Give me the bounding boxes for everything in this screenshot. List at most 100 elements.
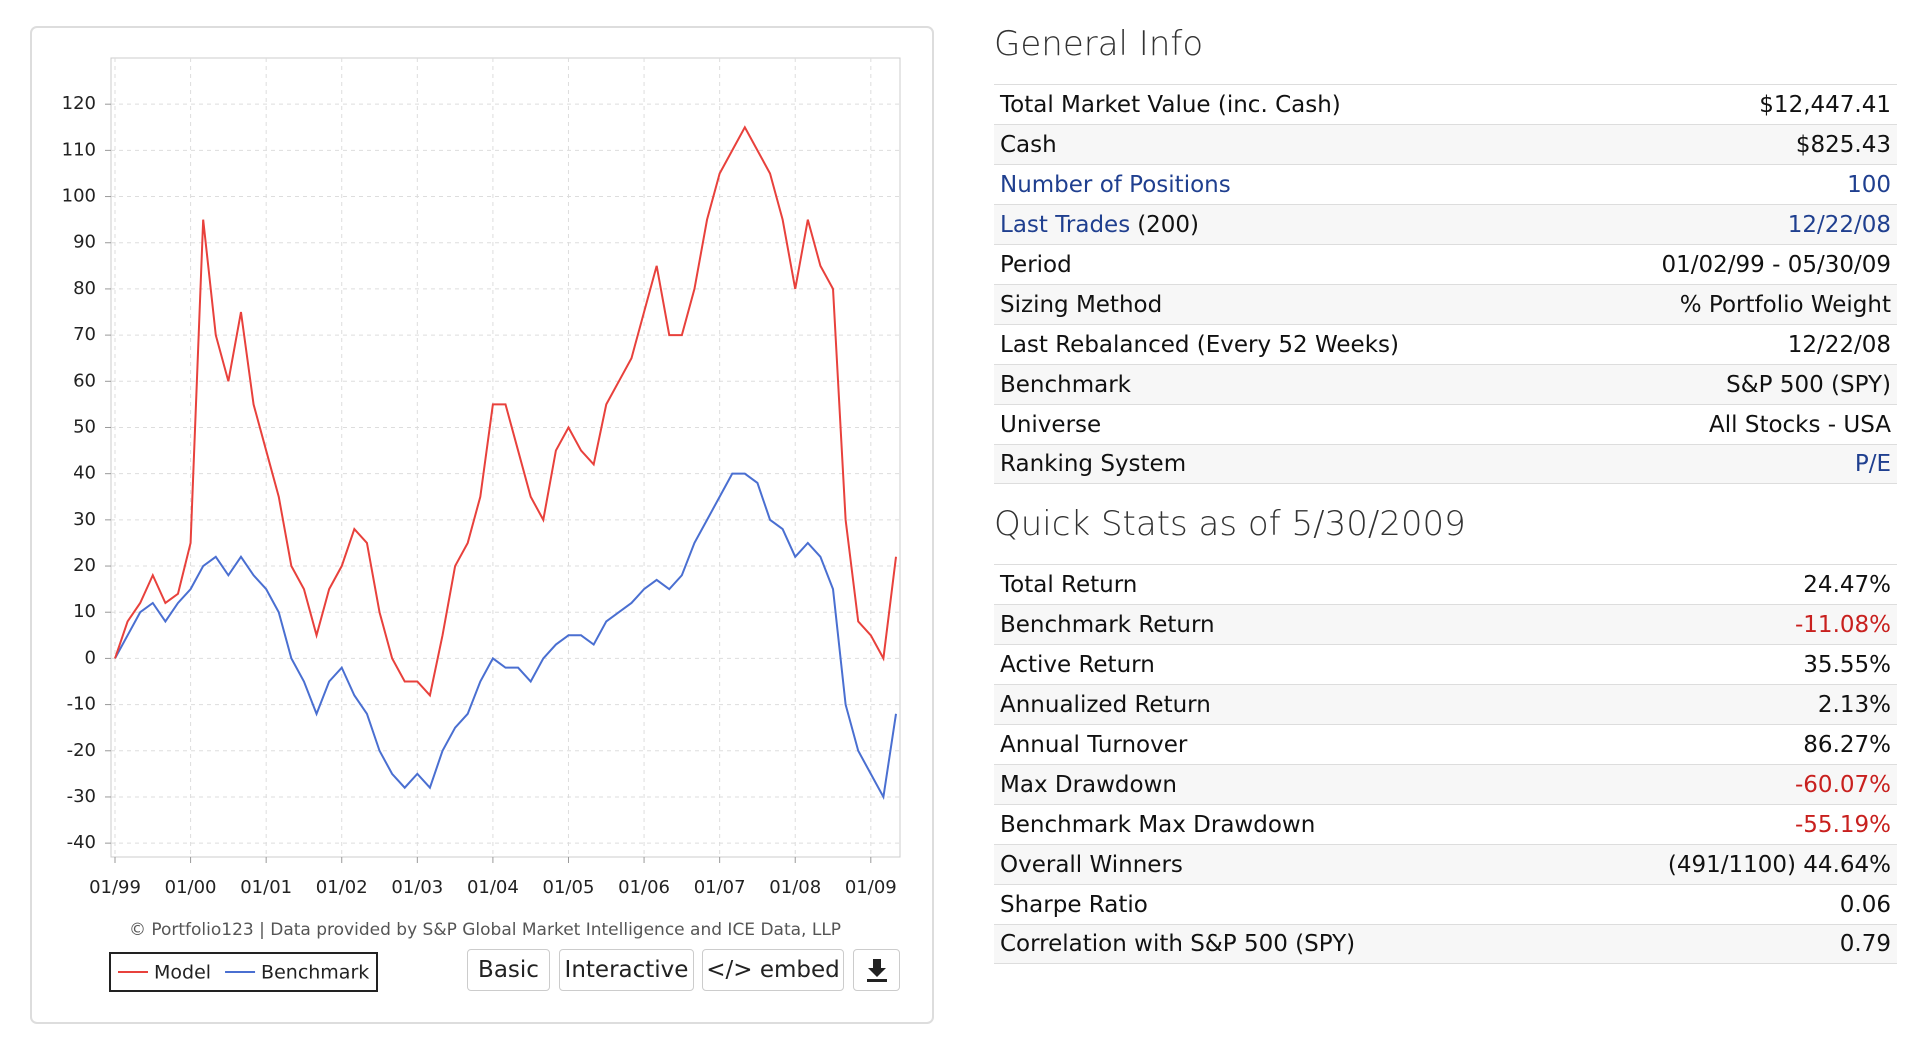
chart-footer: © Portfolio123 | Data provided by S&P Gl…: [129, 920, 841, 940]
row-value[interactable]: 100: [1847, 171, 1891, 198]
y-tick-label: 30: [73, 509, 96, 530]
row-label: Sharpe Ratio: [1000, 891, 1148, 918]
row-value: -11.08%: [1795, 611, 1891, 638]
table-row: Overall Winners (491/1100) 44.64%: [994, 844, 1897, 884]
row-value: 35.55%: [1803, 651, 1891, 678]
row-label-group: Benchmark: [1000, 372, 1131, 398]
row-label-group: Benchmark Max Drawdown: [1000, 812, 1315, 838]
y-tick-label: -40: [67, 832, 96, 853]
y-tick-label: 60: [73, 370, 96, 391]
x-tick-label: 01/03: [391, 877, 443, 898]
row-label-group: Total Market Value (inc. Cash): [1000, 92, 1341, 118]
row-value[interactable]: P/E: [1854, 451, 1891, 477]
row-label[interactable]: Last Trades: [1000, 211, 1131, 238]
row-value: 2.13%: [1817, 691, 1891, 718]
table-row: Annualized Return 2.13%: [994, 684, 1897, 724]
row-value[interactable]: 12/22/08: [1787, 211, 1891, 238]
table-row: Last Trades (200) 12/22/08: [994, 204, 1897, 244]
row-label: Cash: [1000, 131, 1057, 158]
legend-label: Model: [154, 962, 211, 984]
row-value: (491/1100) 44.64%: [1667, 851, 1891, 878]
table-row: Cash $825.43: [994, 124, 1897, 164]
row-label: Annualized Return: [1000, 691, 1211, 718]
row-label: Period: [1000, 251, 1072, 278]
x-tick-label: 01/04: [467, 877, 519, 898]
section-title: General Info: [994, 24, 1204, 64]
table-row: Annual Turnover 86.27%: [994, 724, 1897, 764]
row-label: Ranking System: [1000, 451, 1187, 477]
y-tick-label: 40: [73, 463, 96, 484]
y-tick-label: 80: [73, 278, 96, 299]
row-value: 24.47%: [1803, 571, 1891, 598]
row-label-group: Overall Winners: [1000, 852, 1183, 878]
row-label: Overall Winners: [1000, 851, 1183, 878]
row-label-group: Sharpe Ratio: [1000, 892, 1148, 918]
row-label-group: Total Return: [1000, 572, 1137, 598]
row-label-group: Sizing Method: [1000, 292, 1162, 318]
y-tick-label: 70: [73, 324, 96, 345]
x-tick-label: 01/02: [316, 877, 368, 898]
row-label-group: Max Drawdown: [1000, 772, 1177, 798]
table-row: Benchmark S&P 500 (SPY): [994, 364, 1897, 404]
row-value: S&P 500 (SPY): [1726, 371, 1891, 398]
row-value: $825.43: [1795, 131, 1891, 158]
x-tick-label: 01/06: [618, 877, 670, 898]
button[interactable]: Basic: [467, 949, 550, 991]
line: [114, 472, 897, 801]
row-value: $12,447.41: [1759, 91, 1891, 118]
row-label: Benchmark Max Drawdown: [1000, 811, 1316, 838]
x-tick-label: 01/08: [769, 877, 821, 898]
x-tick-label: 01/09: [845, 877, 897, 898]
row-label-group: Period: [1000, 252, 1072, 278]
row-label-group: Ranking System: [1000, 451, 1186, 477]
row-label-group: Universe: [1000, 412, 1101, 438]
download-button[interactable]: [853, 949, 900, 991]
table-row: Universe All Stocks - USA: [994, 404, 1897, 444]
chart-panel: © Portfolio123 | Data provided by S&P Gl…: [30, 26, 934, 1024]
row-label: Annual Turnover: [1000, 731, 1188, 758]
row-label-group: Number of Positions: [1000, 172, 1231, 198]
row-label-group: Benchmark Return: [1000, 612, 1215, 638]
table-row: Number of Positions 100: [994, 164, 1897, 204]
row-value: -55.19%: [1795, 811, 1891, 838]
row-label-group: Annual Turnover: [1000, 732, 1187, 758]
y-tick-label: 110: [62, 139, 96, 160]
x-tick-label: 01/00: [165, 877, 217, 898]
row-value: 12/22/08: [1787, 331, 1891, 358]
row-value: -60.07%: [1795, 771, 1891, 798]
table-row: Max Drawdown -60.07%: [994, 764, 1897, 804]
y-tick-label: 120: [62, 93, 96, 114]
table-row: Sizing Method % Portfolio Weight: [994, 284, 1897, 324]
button[interactable]: </> embed: [702, 949, 844, 991]
row-value: 0.06: [1839, 891, 1891, 918]
table-row: Total Market Value (inc. Cash) $12,447.41: [994, 84, 1897, 124]
legend-items: Model Benchmark: [118, 962, 369, 984]
row-label: Total Return: [1000, 571, 1138, 598]
y-tick-label: 0: [85, 647, 96, 668]
row-label: Total Market Value (inc. Cash): [1000, 91, 1341, 118]
y-tick-label: 50: [73, 416, 96, 437]
plot-area: [110, 57, 901, 858]
x-tick-label: 01/07: [694, 877, 746, 898]
row-label-group: Last Trades (200): [1000, 212, 1199, 238]
row-label[interactable]: Number of Positions: [1000, 171, 1231, 198]
download-icon: [866, 959, 887, 982]
row-label-group: Active Return: [1000, 652, 1155, 678]
y-tick-label: -20: [67, 740, 96, 761]
y-tick-label: -10: [67, 694, 96, 715]
section-title: Quick Stats as of 5/30/2009: [994, 504, 1466, 544]
button[interactable]: Interactive: [559, 949, 694, 991]
table-row: Benchmark Max Drawdown -55.19%: [994, 804, 1897, 844]
row-label-note: (200): [1137, 211, 1200, 238]
line: [114, 125, 897, 698]
table-row: Total Return 24.47%: [994, 564, 1897, 604]
row-label: Benchmark: [1000, 371, 1132, 398]
legend-label: Benchmark: [261, 962, 369, 984]
x-tick-label: 01/99: [89, 877, 141, 898]
row-label: Correlation with S&P 500 (SPY): [1000, 931, 1356, 957]
x-tick-label: 01/01: [240, 877, 292, 898]
row-value: 86.27%: [1803, 731, 1891, 758]
table-row: Ranking System P/E: [994, 444, 1897, 484]
table-row: Correlation with S&P 500 (SPY) 0.79: [994, 924, 1897, 964]
row-label-group: Annualized Return: [1000, 692, 1211, 718]
